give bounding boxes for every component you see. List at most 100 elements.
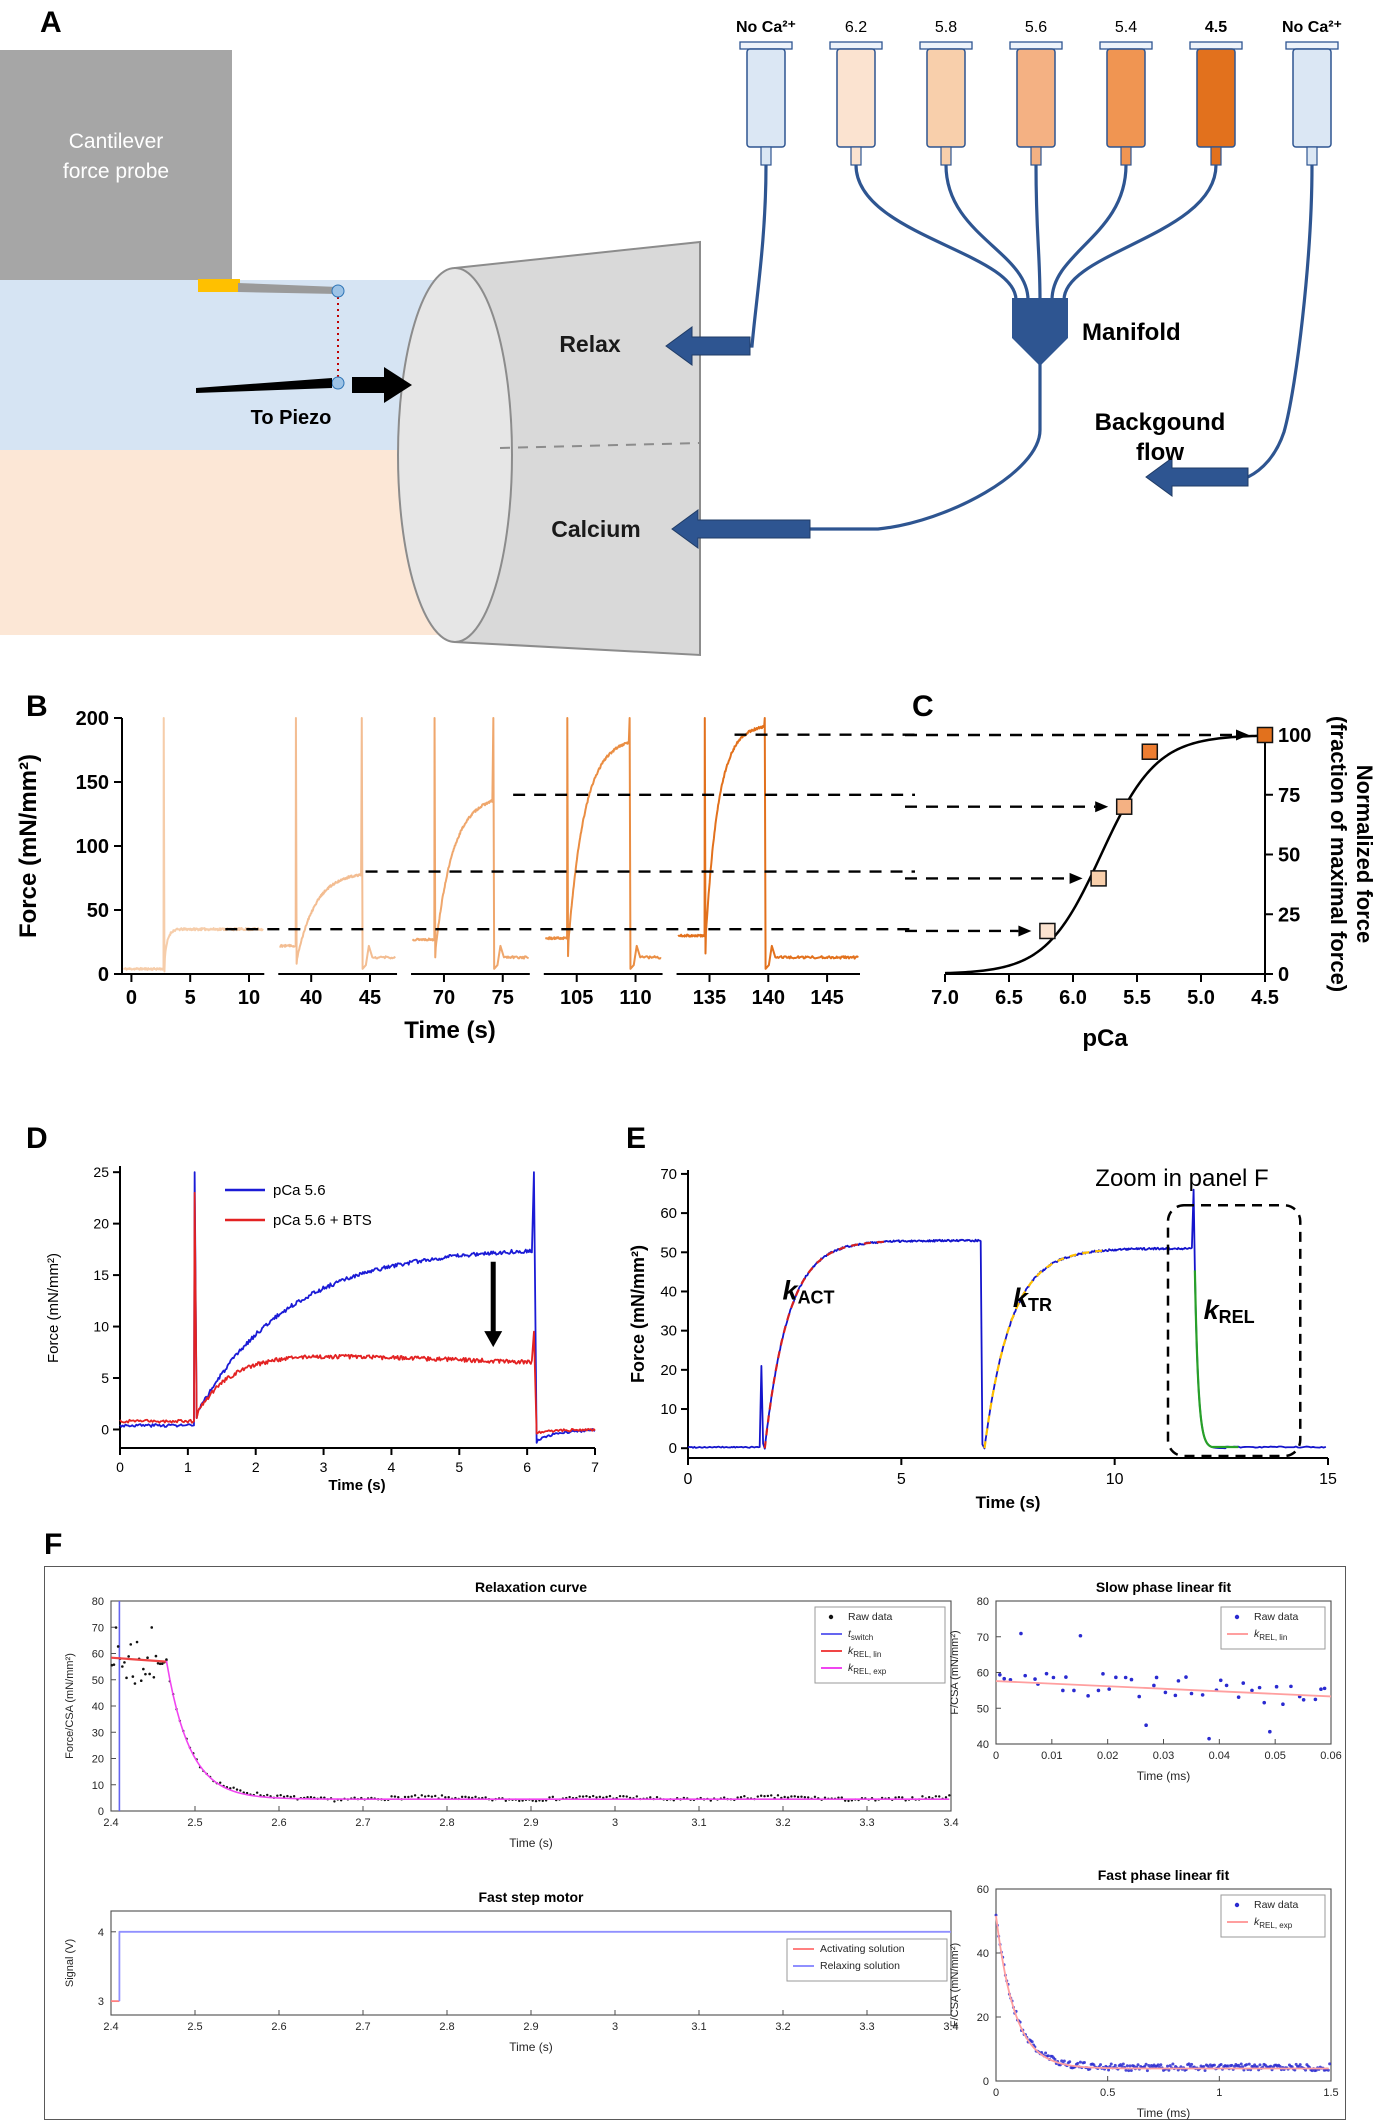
dot: [460, 1795, 464, 1799]
y-tick-label: 5: [101, 1370, 109, 1386]
dot: [948, 1794, 951, 1797]
dot: [1245, 2063, 1249, 2067]
panel-label-f: F: [44, 1528, 63, 1561]
dot: [144, 1672, 147, 1676]
chamber-mouth: [397, 267, 513, 643]
dot: [319, 1796, 323, 1799]
dot: [1127, 2069, 1131, 2073]
flow-interface-dashed-line: [499, 442, 701, 449]
syringe-label: 5.8: [935, 19, 957, 36]
dot: [807, 1796, 810, 1799]
legend-box: [814, 1606, 946, 1684]
y-axis-label: Force (mN/mm²): [628, 1245, 648, 1383]
x-tick-label: 3.2: [775, 2021, 790, 2033]
dot: [403, 1795, 407, 1799]
dot: [1044, 1671, 1049, 1676]
panel-e-chart: 0 10 20 30 40 50 60 70 0 5 10 15 kACT kTR kREL Zoom in …: [628, 1165, 1337, 1512]
dot: [1072, 1688, 1076, 1693]
dot: [1096, 1688, 1101, 1693]
dot: [598, 1795, 602, 1799]
dot: [1322, 1686, 1327, 1691]
cantilever-label-line1: Cantilever: [69, 130, 164, 153]
syringe-barrel: [746, 48, 786, 148]
syringe-flange: [829, 41, 883, 50]
dot: [1212, 2063, 1216, 2067]
y-tick-label: 70: [977, 1632, 989, 1644]
y-tick-label: 50: [977, 1703, 989, 1715]
dot: [1109, 2062, 1113, 2066]
x-tick-label: 70: [433, 987, 455, 1009]
dot: [232, 1786, 235, 1789]
dot: [142, 1667, 145, 1671]
dot: [420, 1794, 423, 1797]
dot: [901, 1796, 904, 1799]
dot: [1184, 1675, 1188, 1679]
tube: [1050, 164, 1128, 301]
dot: [763, 1794, 766, 1798]
dot: [743, 1795, 746, 1798]
syringe-label: 4.5: [1205, 19, 1227, 36]
y-tick-label: 40: [92, 1701, 104, 1713]
dot: [585, 1794, 588, 1798]
dot: [464, 1795, 467, 1799]
syringe-flange: [1189, 41, 1243, 50]
dot: [655, 1795, 659, 1799]
dot: [591, 1794, 595, 1798]
dot: [1163, 1690, 1168, 1695]
dot: [1154, 1675, 1159, 1680]
dot: [1176, 1679, 1181, 1683]
krel-exp-fit: [165, 1660, 950, 1800]
y-axis-label: Force/CSA (mN/mm²): [64, 1653, 76, 1759]
y-tick-label: 25: [93, 1164, 109, 1180]
dot: [897, 1795, 901, 1799]
dot: [1281, 1702, 1285, 1706]
dot: [133, 1682, 137, 1685]
dot: [1129, 1677, 1134, 1682]
pca-square-marker: [1141, 743, 1159, 760]
syringe-nozzle: [1210, 146, 1222, 166]
syringe-label: 5.6: [1025, 19, 1047, 36]
subplot-panel_f3: 2.4 2.5 2.6 2.7 2.8 2.9 3 3.1 3.2 3.3 3.4 3 4 Fast st…: [64, 1889, 959, 2054]
arrowhead-icon: [1018, 925, 1032, 937]
dot: [467, 1796, 471, 1799]
dot: [759, 1794, 763, 1797]
y-tick-label: 3: [98, 1996, 104, 2008]
subplot-title: Slow phase linear fit: [1096, 1579, 1232, 1595]
dot: [309, 1795, 313, 1799]
syringe-flange: [1285, 41, 1339, 50]
x-axis-label: Time (s): [509, 2040, 553, 2054]
background-flow-label-line1: Backgound: [1095, 409, 1226, 436]
trace-pca-step: [677, 717, 859, 970]
dot: [1136, 2063, 1140, 2067]
dot: [116, 1645, 120, 1648]
dot: [534, 1799, 538, 1803]
dot: [410, 1795, 413, 1798]
y-tick-label: 80: [92, 1596, 104, 1608]
y-tick-label: 25: [1278, 904, 1300, 926]
y-tick-label: 30: [92, 1727, 104, 1739]
dot: [434, 1794, 437, 1798]
dot: [723, 1796, 726, 1799]
y-axis-label: Force (mN/mm²): [15, 754, 42, 938]
dot: [282, 1795, 286, 1799]
x-tick-label: 6.5: [995, 987, 1023, 1009]
tube-calcium: [810, 364, 1042, 531]
legend-box: [1220, 1606, 1326, 1650]
dot: [1203, 2068, 1207, 2072]
dot: [1064, 1675, 1068, 1679]
x-tick-label: 5: [897, 1471, 906, 1488]
dot: [1107, 2068, 1111, 2072]
x-tick-label: 110: [619, 987, 651, 1009]
x-axis-label: Time (s): [328, 1477, 385, 1494]
dot: [1173, 1693, 1178, 1698]
to-piezo-arrow-icon: [352, 367, 412, 403]
y-tick-label: 30: [660, 1323, 677, 1340]
x-tick-label: 7: [591, 1459, 599, 1475]
y-tick-label: 100: [76, 836, 109, 858]
dot: [1144, 2062, 1148, 2066]
dot: [1168, 2064, 1172, 2068]
y-axis-label: F/CSA (mN/mm²): [949, 1630, 961, 1714]
dot: [397, 1795, 400, 1799]
y-tick-label: 40: [660, 1283, 677, 1300]
dot: [1241, 1681, 1246, 1685]
